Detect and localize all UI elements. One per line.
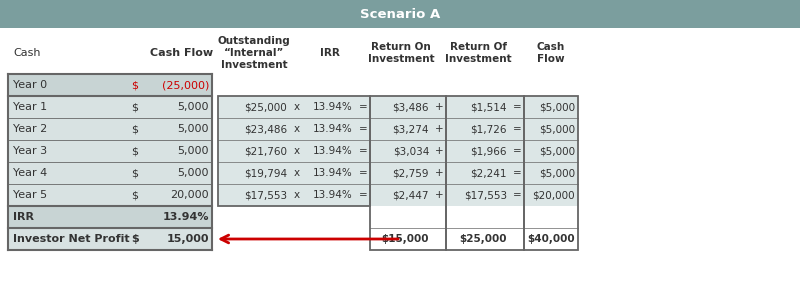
Text: 13.94%: 13.94%	[162, 212, 209, 222]
Text: =: =	[513, 168, 522, 178]
Bar	[8, 184, 212, 206]
Text: Year 5: Year 5	[13, 190, 47, 200]
Text: $25,000: $25,000	[244, 102, 287, 112]
Text: $5,000: $5,000	[539, 124, 575, 134]
Bar	[8, 96, 212, 118]
Text: Year 0: Year 0	[13, 80, 47, 90]
Text: +: +	[434, 190, 443, 200]
Text: =: =	[513, 102, 522, 112]
Text: $3,034: $3,034	[393, 146, 429, 156]
Text: $5,000: $5,000	[539, 168, 575, 178]
Bar	[8, 118, 212, 140]
Text: $2,241: $2,241	[470, 168, 507, 178]
Text: $: $	[131, 80, 138, 90]
Text: 13.94%: 13.94%	[314, 102, 353, 112]
Text: =: =	[358, 146, 367, 156]
Text: IRR: IRR	[320, 48, 340, 58]
Text: $17,553: $17,553	[244, 190, 287, 200]
Text: x: x	[294, 124, 300, 134]
Text: =: =	[358, 168, 367, 178]
Text: $3,274: $3,274	[393, 124, 429, 134]
Text: 13.94%: 13.94%	[314, 168, 353, 178]
Text: Return On
Investment: Return On Investment	[368, 42, 434, 64]
Text: $17,553: $17,553	[464, 190, 507, 200]
Bar	[8, 206, 212, 228]
Text: $25,000: $25,000	[459, 234, 507, 244]
Text: 20,000: 20,000	[170, 190, 209, 200]
Text: $21,760: $21,760	[244, 146, 287, 156]
Bar	[0, 0, 800, 28]
Text: $: $	[131, 102, 138, 112]
Text: Scenario A: Scenario A	[360, 8, 440, 20]
Text: $19,794: $19,794	[244, 168, 287, 178]
Text: Investor Net Profit: Investor Net Profit	[13, 234, 130, 244]
Text: $: $	[131, 146, 138, 156]
Text: $1,966: $1,966	[470, 146, 507, 156]
Text: Cash
Flow: Cash Flow	[537, 42, 565, 64]
Bar	[524, 96, 578, 250]
Text: +: +	[434, 102, 443, 112]
Text: IRR: IRR	[13, 212, 34, 222]
Text: 5,000: 5,000	[178, 168, 209, 178]
Text: +: +	[434, 146, 443, 156]
Bar	[370, 96, 446, 250]
Text: +: +	[434, 168, 443, 178]
Bar	[218, 228, 578, 250]
Text: =: =	[513, 190, 522, 200]
Text: =: =	[358, 102, 367, 112]
Text: $3,486: $3,486	[393, 102, 429, 112]
Bar	[218, 118, 578, 140]
Text: =: =	[513, 146, 522, 156]
Text: 13.94%: 13.94%	[314, 190, 353, 200]
Text: Year 1: Year 1	[13, 102, 47, 112]
Bar	[446, 96, 524, 250]
Text: Year 2: Year 2	[13, 124, 47, 134]
Text: x: x	[294, 190, 300, 200]
Text: 13.94%: 13.94%	[314, 124, 353, 134]
Text: $5,000: $5,000	[539, 146, 575, 156]
Bar	[218, 96, 370, 206]
Text: $20,000: $20,000	[532, 190, 575, 200]
Text: $: $	[131, 168, 138, 178]
Text: $23,486: $23,486	[244, 124, 287, 134]
Text: 5,000: 5,000	[178, 124, 209, 134]
Text: Year 4: Year 4	[13, 168, 47, 178]
Bar	[8, 162, 212, 184]
Text: $1,726: $1,726	[470, 124, 507, 134]
Text: $2,447: $2,447	[393, 190, 429, 200]
Text: x: x	[294, 168, 300, 178]
Text: Outstanding
“Internal”
Investment: Outstanding “Internal” Investment	[218, 36, 290, 70]
Text: 5,000: 5,000	[178, 146, 209, 156]
Text: $: $	[131, 190, 138, 200]
Text: Year 3: Year 3	[13, 146, 47, 156]
Bar	[8, 140, 212, 162]
Text: $40,000: $40,000	[527, 234, 575, 244]
Text: $15,000: $15,000	[382, 234, 429, 244]
Text: Cash Flow: Cash Flow	[150, 48, 214, 58]
Text: x: x	[294, 102, 300, 112]
Text: 5,000: 5,000	[178, 102, 209, 112]
Text: $1,514: $1,514	[470, 102, 507, 112]
Text: Return Of
Investment: Return Of Investment	[445, 42, 511, 64]
Text: =: =	[358, 190, 367, 200]
Text: x: x	[294, 146, 300, 156]
Bar	[218, 140, 578, 162]
Text: $: $	[131, 124, 138, 134]
Text: 15,000: 15,000	[166, 234, 209, 244]
Text: $: $	[131, 234, 139, 244]
Bar	[8, 74, 212, 96]
Bar	[218, 184, 578, 206]
Text: $5,000: $5,000	[539, 102, 575, 112]
Text: (25,000): (25,000)	[162, 80, 209, 90]
Text: =: =	[513, 124, 522, 134]
Bar	[218, 96, 578, 118]
Bar	[218, 162, 578, 184]
Text: =: =	[358, 124, 367, 134]
Bar	[8, 228, 212, 250]
Text: +: +	[434, 124, 443, 134]
Text: Cash: Cash	[13, 48, 41, 58]
Text: $2,759: $2,759	[393, 168, 429, 178]
Text: 13.94%: 13.94%	[314, 146, 353, 156]
